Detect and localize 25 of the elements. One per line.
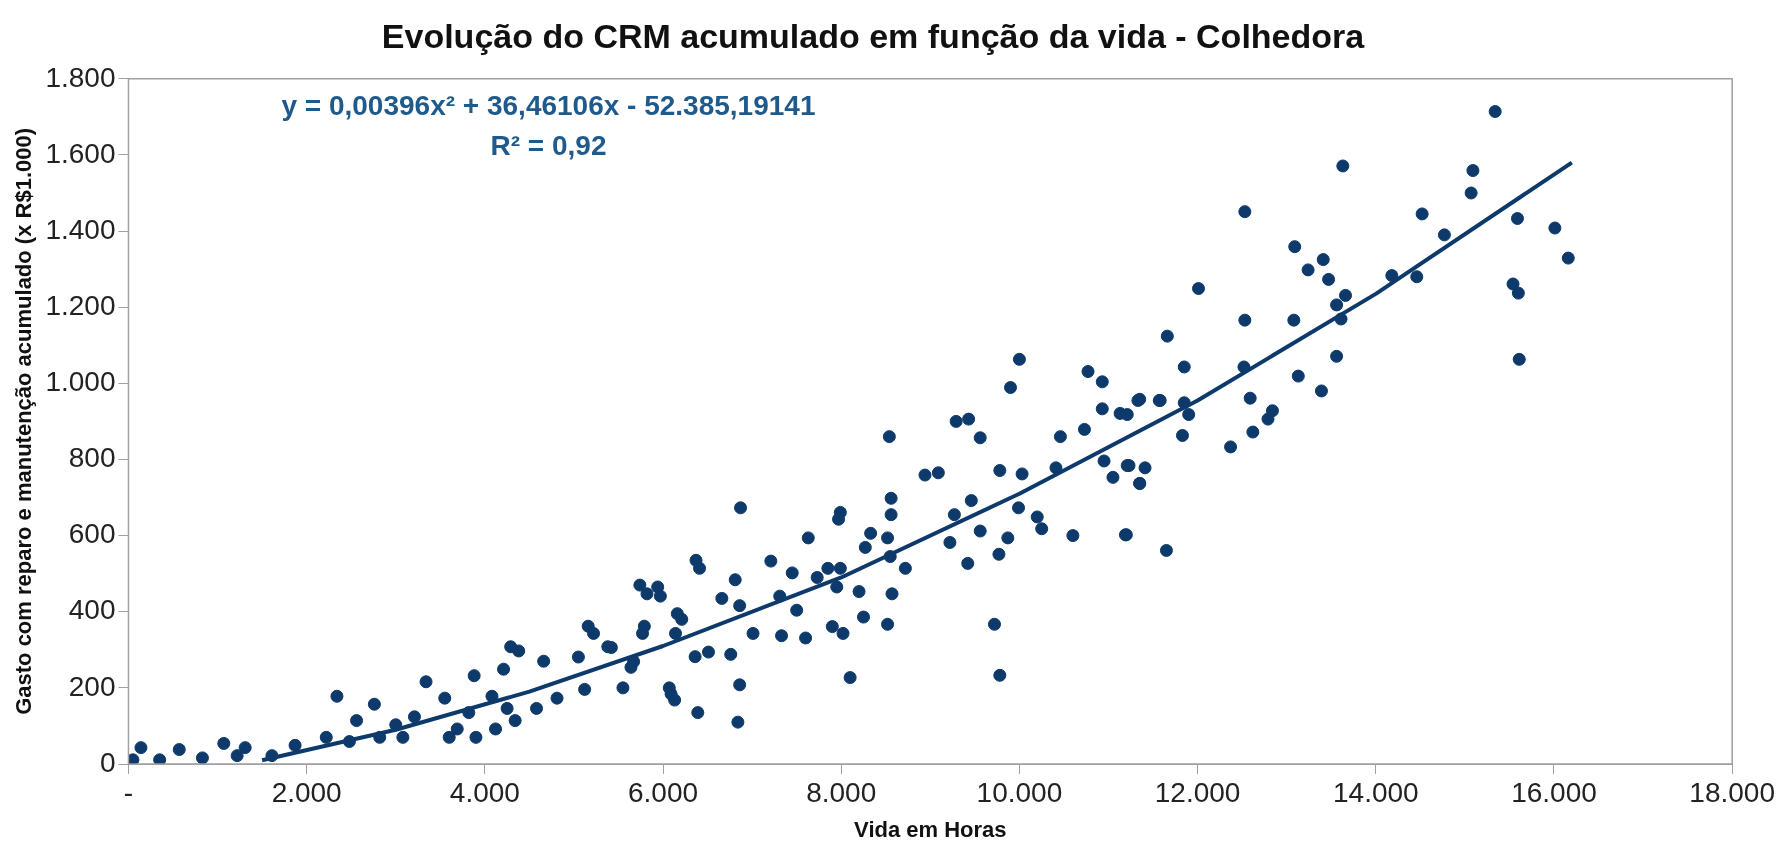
y-tick-label: 600 xyxy=(68,518,116,550)
y-tick-label: 1.200 xyxy=(45,289,116,321)
x-tick-label: 8.000 xyxy=(806,776,877,808)
x-tick-label: - xyxy=(123,776,134,808)
annotation: y = 0,00396x² + 36,46106x - 52.385,19141 xyxy=(281,89,816,121)
annotation: R² = 0,92 xyxy=(490,129,607,161)
x-tick-label: 18.000 xyxy=(1689,776,1775,808)
x-tick-label: 16.000 xyxy=(1511,776,1597,808)
y-tick-label: 1.000 xyxy=(45,366,116,398)
y-tick-label: 1.800 xyxy=(45,61,116,93)
y-tick-label: 200 xyxy=(68,670,116,702)
x-axis-title: Vida em Horas xyxy=(854,816,1007,842)
y-tick-label: 0 xyxy=(99,746,116,778)
x-tick-label: 14.000 xyxy=(1332,776,1419,808)
x-tick-label: 10.000 xyxy=(976,776,1063,808)
x-tick-label: 2.000 xyxy=(271,776,342,808)
x-tick-label: 4.000 xyxy=(449,776,520,808)
y-tick-label: 800 xyxy=(68,442,116,474)
y-tick-label: 1.400 xyxy=(45,213,116,245)
x-tick-label: 6.000 xyxy=(628,776,699,808)
x-tick-label: 12.000 xyxy=(1154,776,1241,808)
y-axis-title: Gasto com reparo e manutenção acumulado (x R$1.000) xyxy=(11,127,37,715)
y-tick-label: 1.600 xyxy=(45,137,116,169)
chart-title: Evolução do CRM acumulado em função da vida - Colhedora xyxy=(381,16,1366,55)
y-tick-label: 400 xyxy=(68,594,116,626)
